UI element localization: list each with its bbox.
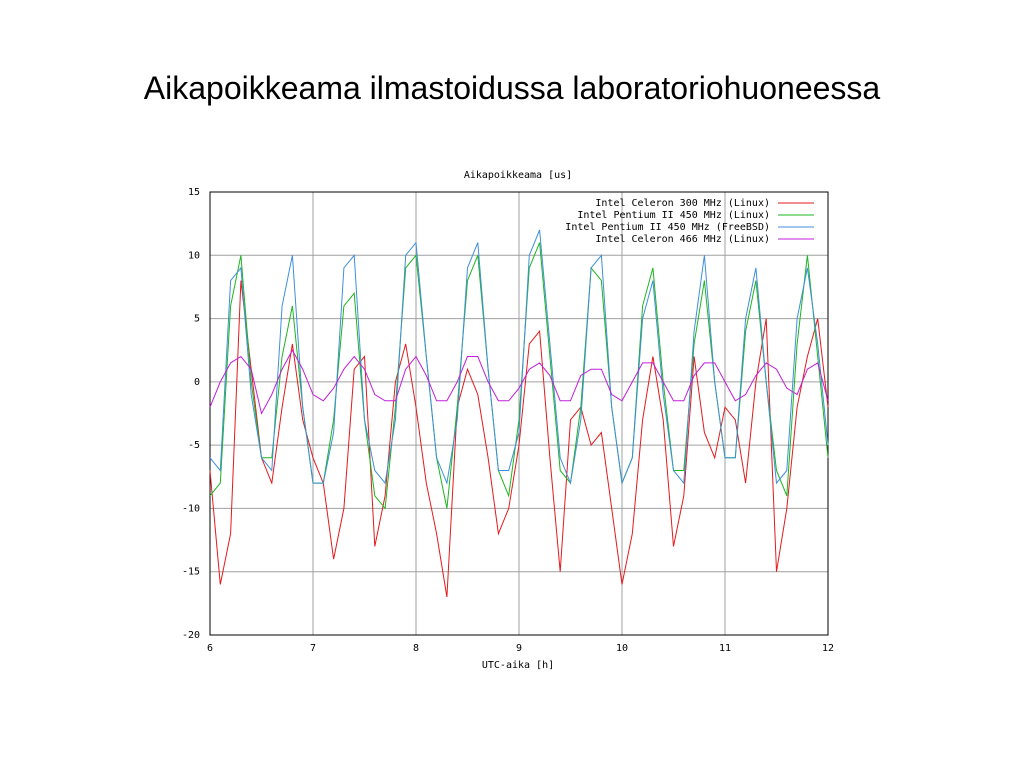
- data-line: [209, 229, 829, 486]
- x-tick-label: 10: [616, 643, 628, 654]
- legend-label: Intel Celeron 300 MHz (Linux): [595, 198, 770, 209]
- x-tick-label: 9: [516, 643, 522, 654]
- data-line: [209, 280, 829, 598]
- x-tick-label: 7: [310, 643, 316, 654]
- legend-label: Intel Pentium II 450 MHz (Linux): [577, 210, 770, 221]
- plot-frame: [209, 191, 829, 636]
- x-tick-label: 11: [719, 643, 731, 654]
- x-tick-label: 8: [413, 643, 419, 654]
- y-tick-label: -5: [188, 440, 200, 451]
- x-tick-label: 12: [822, 643, 834, 654]
- y-tick-label: 0: [194, 377, 200, 388]
- chart-title: Aikapoikkeama [us]: [464, 170, 572, 181]
- y-tick-label: 15: [188, 187, 200, 198]
- slide-title: Aikapoikkeama ilmastoidussa laboratorioh…: [143, 70, 881, 106]
- x-tick-label: 6: [207, 643, 213, 654]
- y-tick-label: -15: [182, 567, 200, 578]
- data-line: [209, 349, 829, 415]
- x-axis-label: UTC-aika [h]: [482, 660, 554, 671]
- y-tick-label: -10: [182, 503, 200, 514]
- y-tick-label: -20: [182, 630, 200, 641]
- legend-label: Intel Pentium II 450 MHz (FreeBSD): [565, 222, 770, 233]
- y-tick-label: 5: [194, 314, 200, 325]
- legend-label: Intel Celeron 466 MHz (Linux): [595, 234, 770, 245]
- y-tick-label: 10: [188, 250, 200, 261]
